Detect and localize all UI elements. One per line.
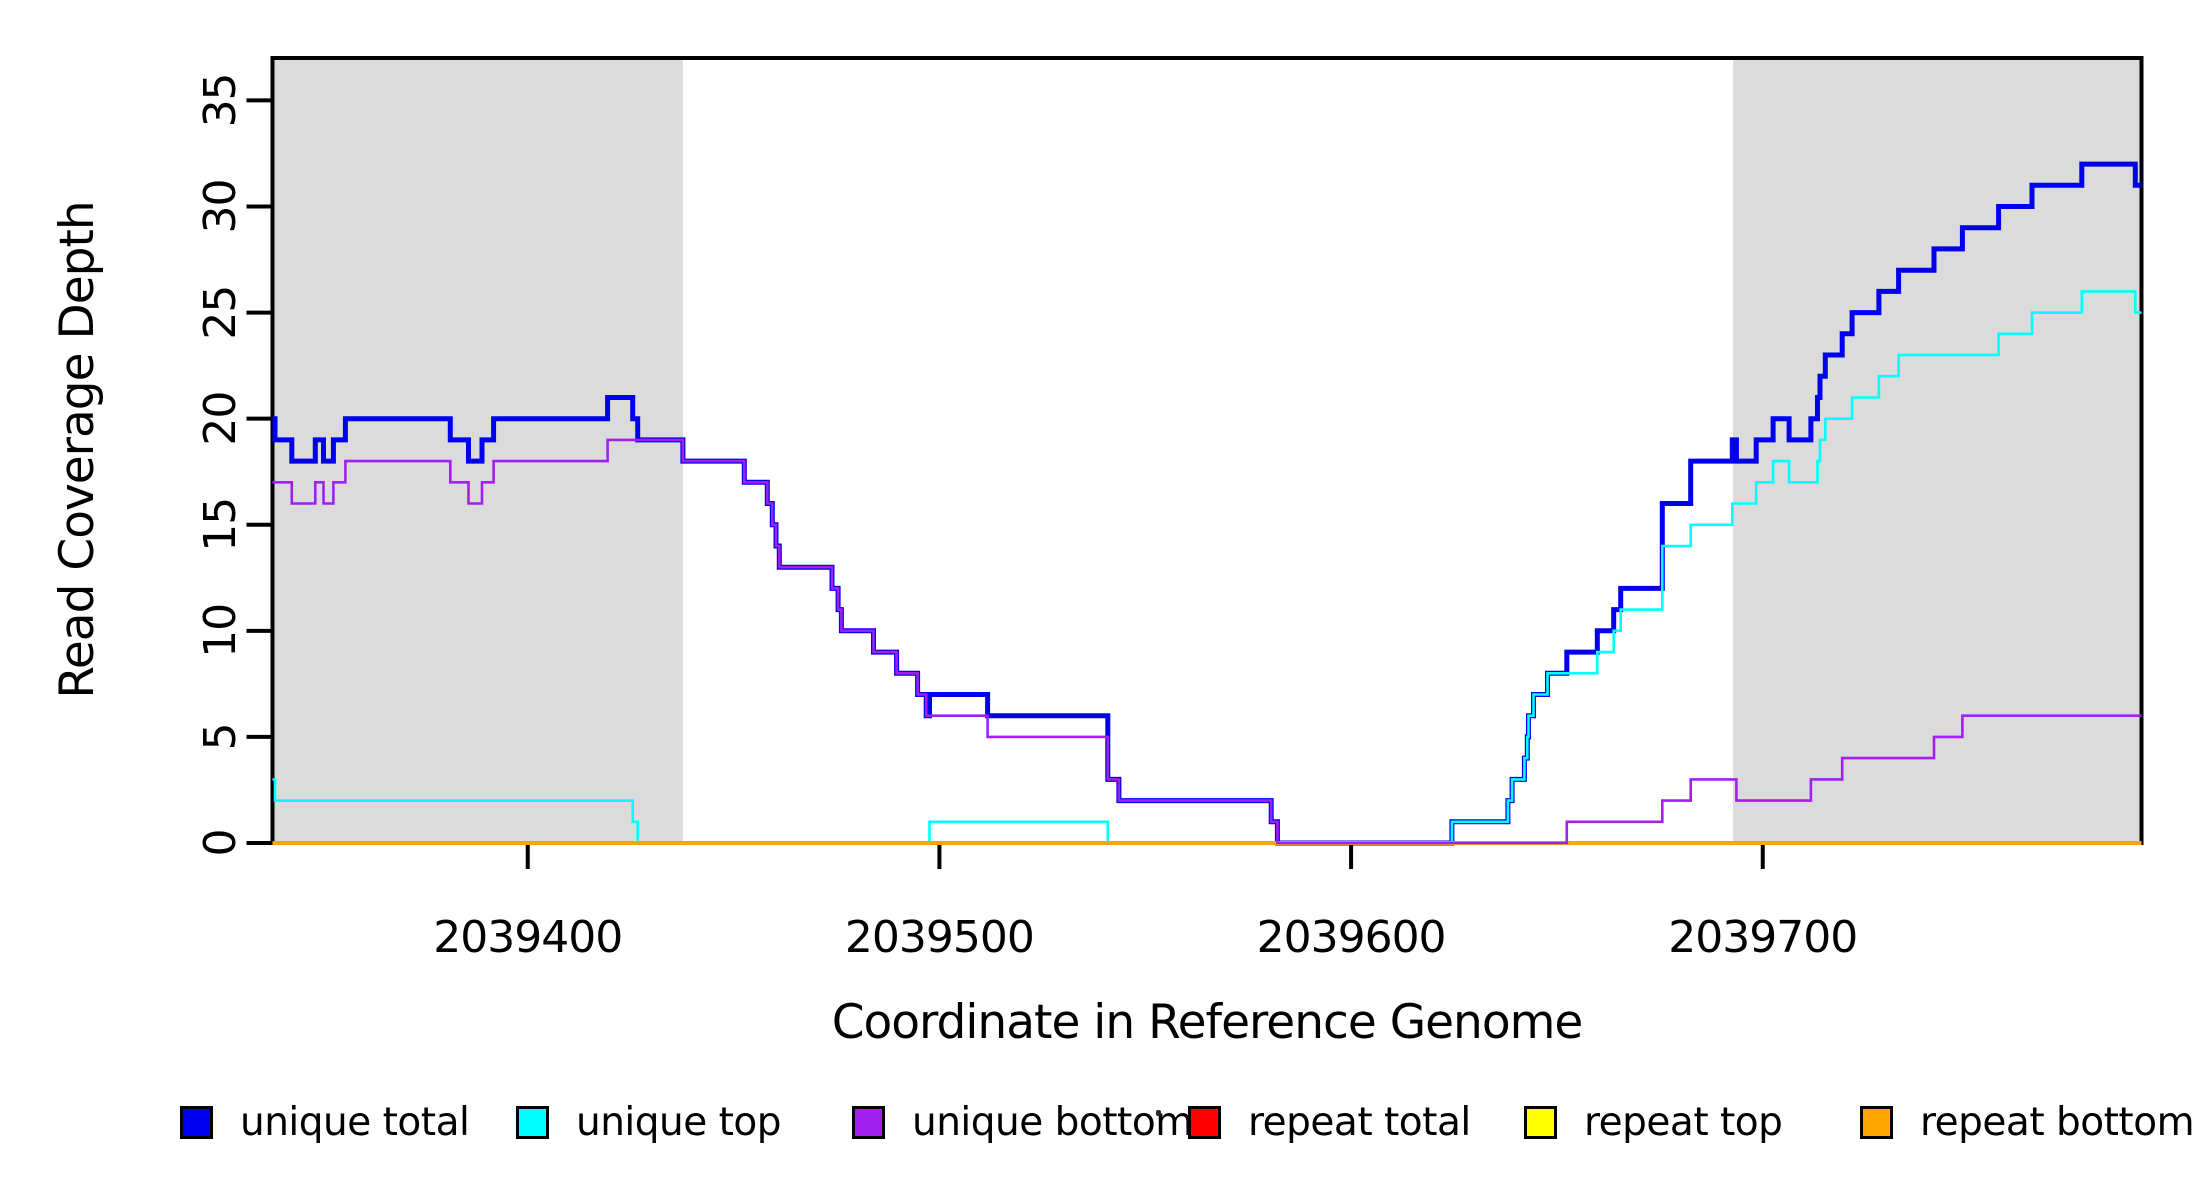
legend-swatch-repeat-bottom	[1860, 1105, 1893, 1139]
left-gray-band	[272, 58, 683, 843]
legend-swatch-unique-bottom	[852, 1105, 885, 1139]
legend-label: repeat bottom	[1920, 1099, 2195, 1145]
legend-swatch-unique-total	[180, 1105, 213, 1139]
y-tick-label: 30	[195, 180, 246, 234]
legend-label: repeat total	[1248, 1099, 1471, 1145]
legend-swatch-unique-top	[516, 1105, 549, 1139]
x-axis-title: Coordinate in Reference Genome	[831, 995, 1584, 1050]
legend: unique total unique top unique bottom repea…	[0, 1098, 2200, 1158]
legend-item-unique-bottom: unique bottom	[852, 1098, 1193, 1146]
legend-item-unique-total: unique total	[180, 1098, 470, 1146]
legend-label: unique bottom	[912, 1099, 1193, 1145]
legend-item-repeat-top: repeat top	[1524, 1098, 1783, 1146]
y-tick-label: 5	[195, 723, 246, 750]
legend-label: repeat top	[1584, 1099, 1783, 1145]
y-tick-label: 25	[195, 286, 246, 340]
y-tick-label: 10	[195, 604, 246, 658]
stray-dot	[1156, 1110, 1161, 1116]
legend-item-repeat-total: repeat total	[1188, 1098, 1471, 1146]
x-tick-label: 2039400	[433, 912, 622, 963]
legend-label: unique top	[576, 1099, 782, 1145]
y-tick-label: 35	[195, 73, 246, 127]
legend-item-unique-top: unique top	[516, 1098, 782, 1146]
legend-swatch-repeat-total	[1188, 1105, 1221, 1139]
legend-label: unique total	[240, 1099, 470, 1145]
y-tick-label: 20	[195, 392, 246, 446]
y-tick-label: 15	[195, 498, 246, 552]
x-tick-label: 2039700	[1668, 912, 1857, 963]
y-axis-title: Read Coverage Depth	[50, 201, 105, 699]
x-tick-label: 2039500	[845, 912, 1034, 963]
legend-swatch-repeat-top	[1524, 1105, 1557, 1139]
y-tick-label: 0	[195, 830, 246, 857]
x-tick-label: 2039600	[1257, 912, 1446, 963]
series-line-unique-bottom	[272, 438, 2142, 845]
legend-item-repeat-bottom: repeat bottom	[1860, 1098, 2195, 1146]
right-gray-band	[1733, 58, 2142, 843]
